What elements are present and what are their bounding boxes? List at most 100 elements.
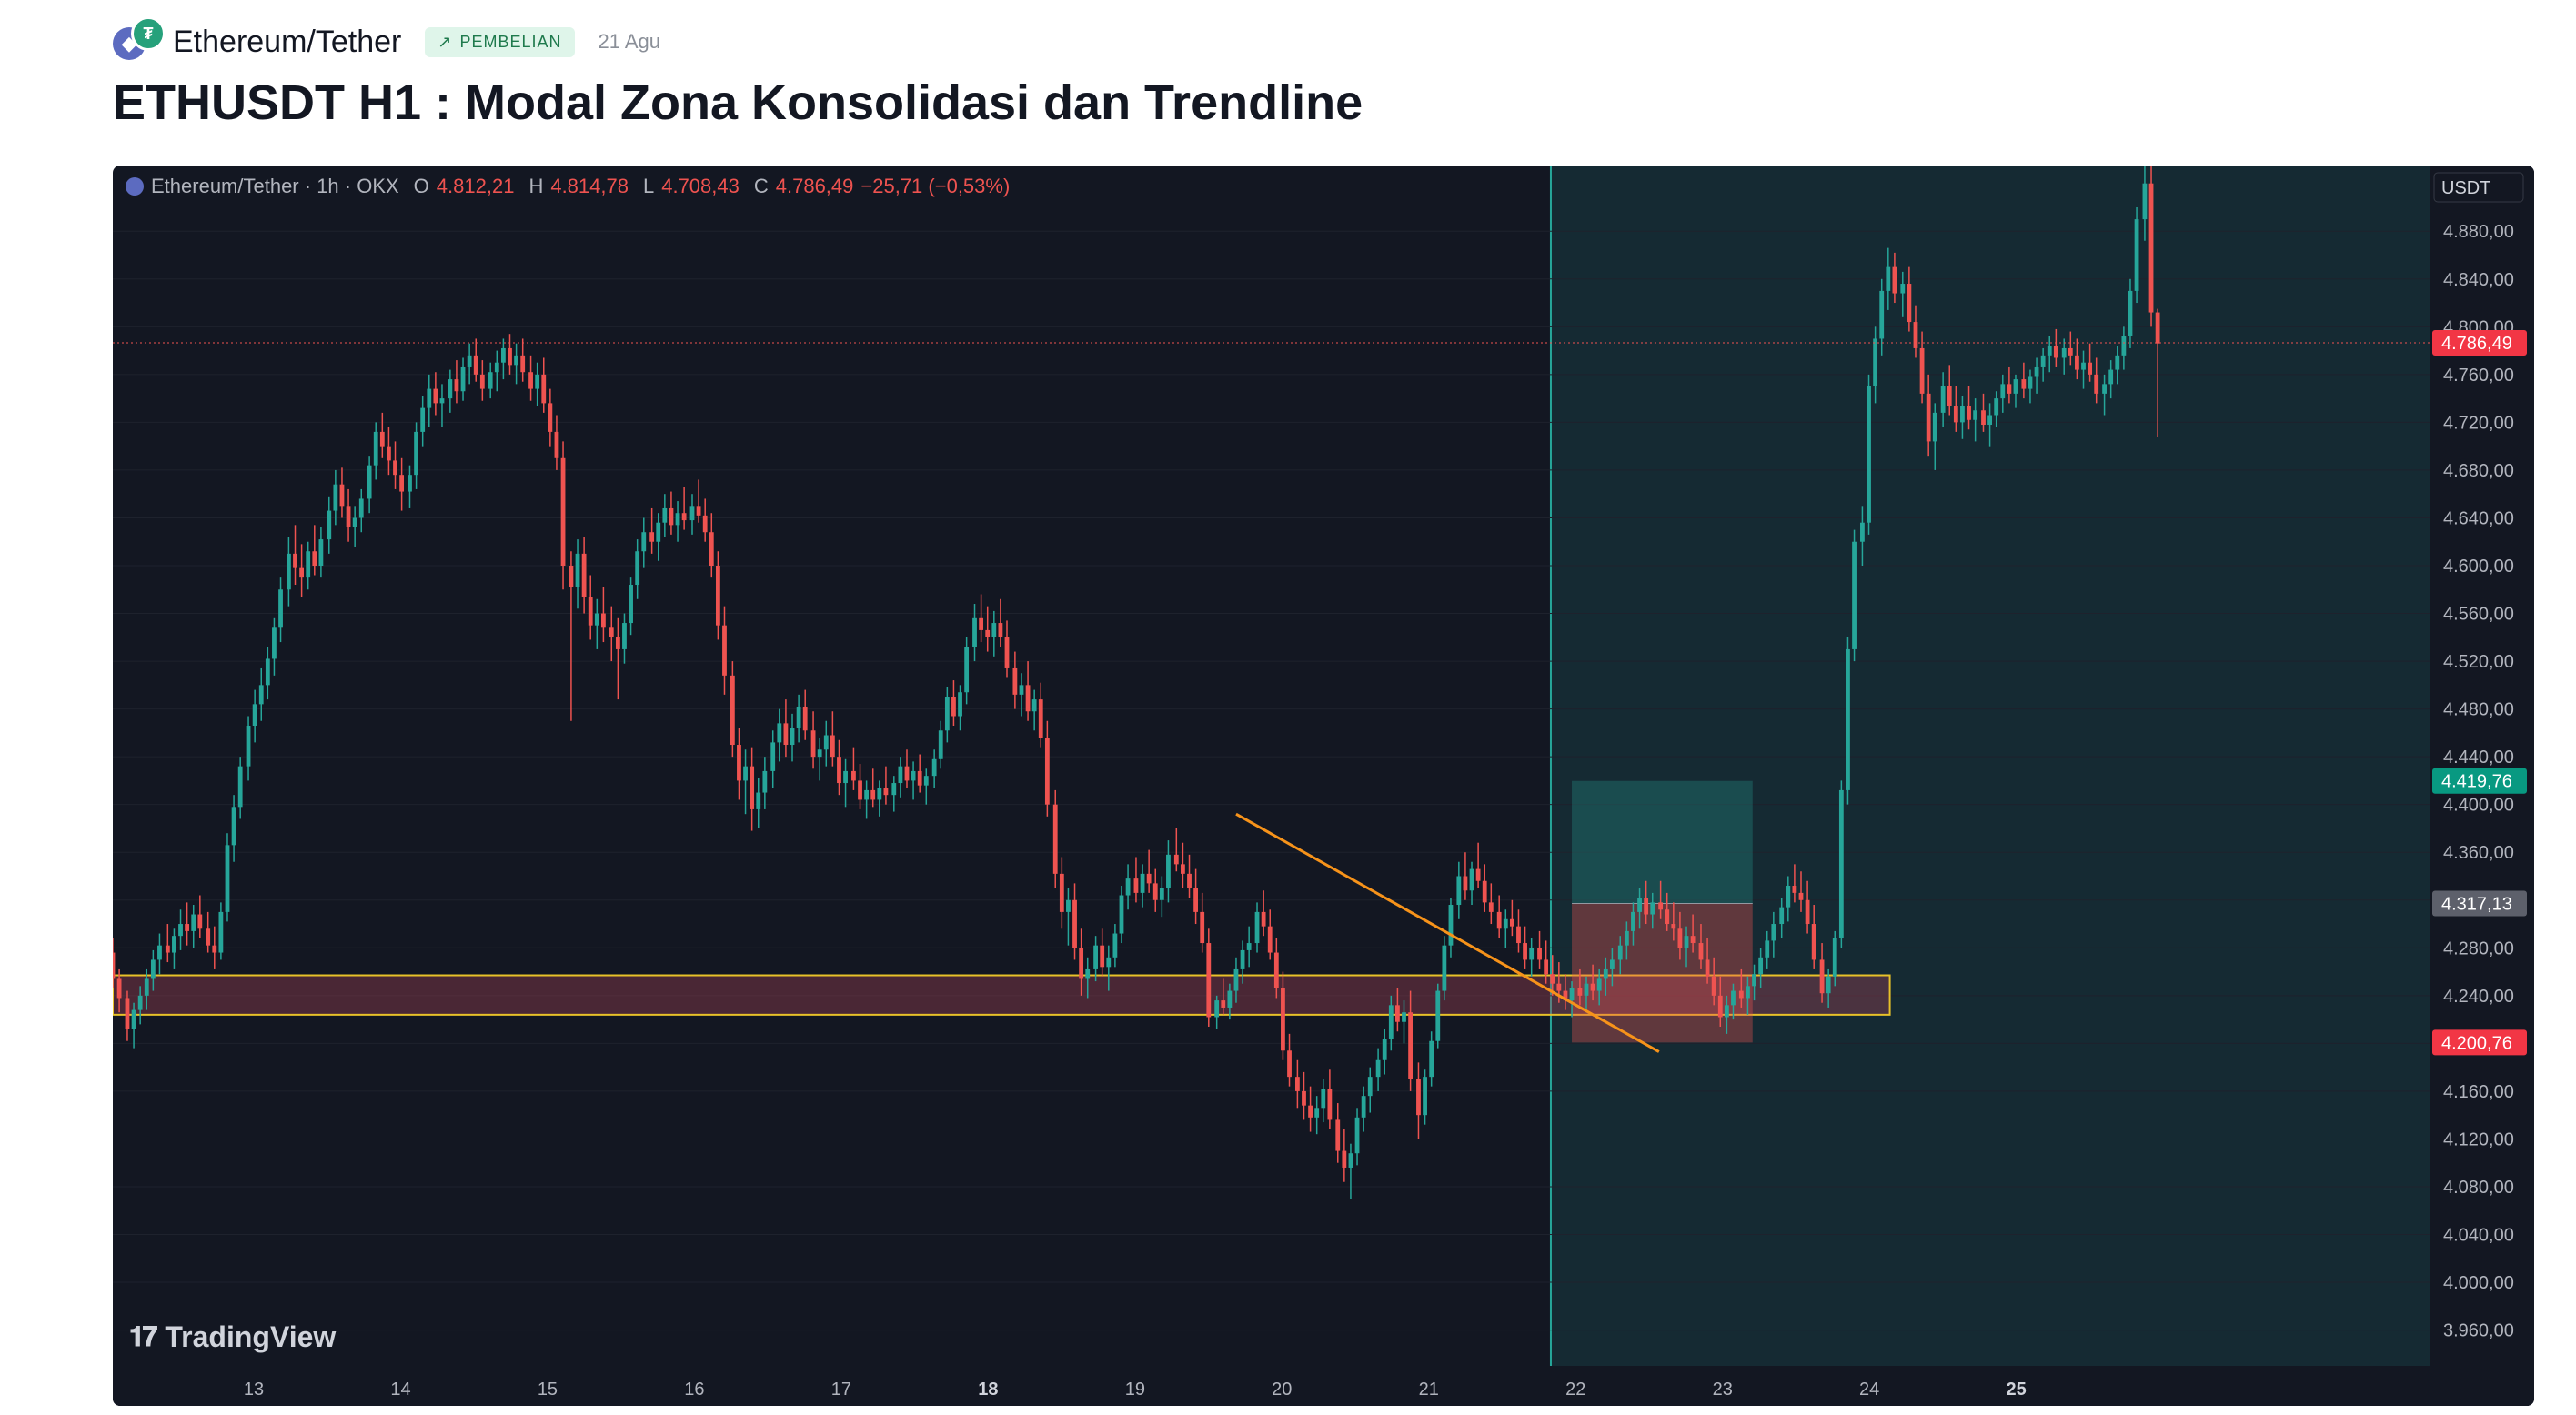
candle-down <box>1523 926 1527 969</box>
candle-body <box>1705 959 1710 977</box>
candle-body <box>197 914 203 929</box>
candle-down <box>601 587 606 643</box>
candle-body <box>1900 284 1906 294</box>
candle-body <box>1731 990 1736 1006</box>
candle-up <box>641 517 647 568</box>
candle-up <box>1367 1067 1373 1113</box>
candle-body <box>1940 386 1946 413</box>
candle-body <box>641 532 647 552</box>
candle-body <box>802 706 808 731</box>
candle-down <box>1059 857 1064 929</box>
candle-down <box>1408 990 1413 1091</box>
candle-body <box>414 431 418 476</box>
candle-body <box>756 792 761 809</box>
candle-body <box>1711 976 1716 996</box>
candle-up <box>318 527 324 578</box>
candle-down <box>1193 868 1199 925</box>
candle-down <box>802 689 808 740</box>
candle-down <box>1342 1129 1347 1182</box>
candle-up <box>972 604 977 662</box>
candle-body <box>823 735 829 750</box>
symbol-link[interactable]: Ethereum/Tether <box>173 24 402 59</box>
candle-body <box>1206 943 1212 1018</box>
candle-body <box>1240 949 1245 969</box>
candle-up <box>1214 995 1220 1029</box>
candle-up <box>218 902 224 960</box>
candle-down <box>197 895 203 938</box>
candle-body <box>656 522 661 542</box>
candle-up <box>1584 976 1589 1013</box>
candle-body <box>1867 386 1871 523</box>
candle-down <box>1267 909 1273 960</box>
candle-body <box>1442 945 1447 991</box>
candle-down <box>1913 305 1918 358</box>
candle-body <box>1919 347 1925 394</box>
candle-body <box>1221 1000 1226 1008</box>
y-tick-label: 4.680,00 <box>2443 461 2514 481</box>
candle-body <box>488 372 493 389</box>
candle-body <box>1287 1050 1292 1078</box>
candle-down <box>1133 857 1139 903</box>
candle-body <box>1805 899 1810 925</box>
candle-body <box>1261 911 1266 927</box>
chart-container[interactable]: USDT 3.960,00 4.000,00 4.040,00 4.080,00 4.12… <box>113 166 2534 1406</box>
candle-body <box>2094 374 2099 394</box>
candle-body <box>1429 1040 1434 1078</box>
candle-body <box>1448 905 1454 946</box>
candle-body <box>1052 804 1058 874</box>
candle-body <box>1717 995 1723 1018</box>
candle-up <box>1860 506 1865 566</box>
candle-up <box>843 758 848 808</box>
candle-body <box>675 513 680 526</box>
candle-down <box>2155 308 2160 437</box>
candle-body <box>991 623 997 637</box>
candle-body <box>1382 1039 1387 1060</box>
arrow-up-right-icon: ↗ <box>438 32 453 51</box>
candle-body <box>830 735 835 758</box>
candle-up <box>1125 864 1131 910</box>
candle-body <box>783 723 789 746</box>
candle-up <box>1886 247 1891 310</box>
candle-up <box>1846 637 1850 805</box>
candle-up <box>1503 909 1508 948</box>
candle-body <box>1637 898 1642 912</box>
candle-body <box>1079 948 1084 979</box>
candle-down <box>1187 854 1192 898</box>
candle-body <box>1987 415 1992 426</box>
tradingview-watermark[interactable]: 𝟏𝟕 TradingView <box>129 1320 336 1354</box>
candle-body <box>2013 379 2018 394</box>
tether-icon: ₮ <box>131 16 166 51</box>
candle-down <box>1072 883 1077 960</box>
x-tick-label: 18 <box>978 1380 998 1400</box>
candle-body <box>293 553 297 568</box>
candle-body <box>172 936 176 953</box>
candle-down <box>837 739 841 796</box>
candle-down <box>1892 252 1897 304</box>
price-label: 4.317,13 <box>2441 895 2512 915</box>
y-tick-label: 4.760,00 <box>2443 366 2514 386</box>
candle-body <box>1112 933 1118 958</box>
x-tick-label: 21 <box>1419 1380 1439 1400</box>
candle-down <box>615 617 620 700</box>
candle-body <box>1031 699 1037 712</box>
x-tick-label: 14 <box>390 1380 410 1400</box>
symbol-logo[interactable]: ◆ ₮ <box>113 16 167 67</box>
candle-body <box>1059 873 1064 912</box>
candle-down <box>1919 331 1925 404</box>
candle-body <box>460 366 466 392</box>
legend-open: 4.812,21 <box>436 175 515 197</box>
candle-body <box>1913 322 1918 348</box>
candle-up <box>1435 983 1441 1049</box>
candle-up <box>1093 936 1098 982</box>
candle-body <box>790 728 795 746</box>
candle-body <box>777 723 782 743</box>
candle-up <box>157 933 162 975</box>
candle-down <box>985 606 991 652</box>
candle-body <box>278 589 283 628</box>
price-label: 4.200,76 <box>2441 1033 2512 1053</box>
candle-up <box>991 610 997 657</box>
candle-up <box>1960 396 1965 439</box>
candle-up <box>1354 1108 1360 1166</box>
candlestick-chart[interactable]: USDT 3.960,00 4.000,00 4.040,00 4.080,00 4.12… <box>113 166 2534 1406</box>
candle-body <box>917 770 922 786</box>
